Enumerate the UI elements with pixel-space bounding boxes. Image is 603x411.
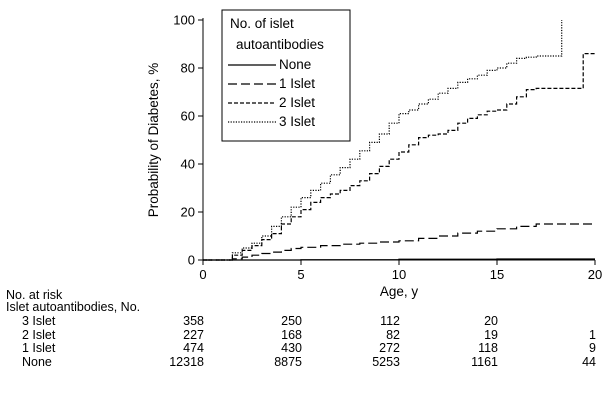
series-line-2-islet xyxy=(203,53,595,261)
series-line-none xyxy=(203,258,595,261)
y-tick-label: 40 xyxy=(181,157,195,172)
y-tick-label: 80 xyxy=(181,61,195,76)
risk-cell: 430 xyxy=(281,341,302,355)
curves xyxy=(203,20,595,261)
risk-cell: 1161 xyxy=(471,354,498,369)
y-tick-label: 20 xyxy=(181,205,195,220)
risk-header-2: Islet autoantibodies, No. xyxy=(6,300,141,314)
axes: 0 5 10 15 20 0 20 40 60 80 100 Age, y Probability of… xyxy=(146,13,602,300)
legend-entry: 3 Islet xyxy=(279,114,315,129)
x-axis-label: Age, y xyxy=(380,284,419,299)
legend-entry: 2 Islet xyxy=(279,95,315,110)
km-chart: 0 5 10 15 20 0 20 40 60 80 100 Age, y Probability of… xyxy=(146,9,602,300)
risk-cell: 1 xyxy=(589,327,596,342)
legend-box xyxy=(221,9,351,142)
risk-cell: 112 xyxy=(380,314,400,328)
risk-cell: 272 xyxy=(379,341,400,355)
series-line-1-islet xyxy=(203,223,595,261)
risk-cell: 227 xyxy=(183,327,204,342)
risk-cell: 44 xyxy=(582,354,596,369)
risk-row-label: 3 Islet xyxy=(22,314,56,328)
y-tick-label: 100 xyxy=(173,13,195,28)
risk-cell: 474 xyxy=(183,341,204,355)
x-tick-label: 20 xyxy=(588,267,602,282)
x-tick-label: 10 xyxy=(392,267,406,282)
y-tick-label: 0 xyxy=(188,253,195,268)
risk-cell: 20 xyxy=(484,314,498,328)
risk-cell: 9 xyxy=(589,341,596,355)
risk-cell: 12318 xyxy=(169,354,204,369)
legend-entry: None xyxy=(279,57,311,72)
risk-cell: 5253 xyxy=(372,354,400,369)
risk-row-label: None xyxy=(22,354,52,369)
legend-title: No. of islet xyxy=(230,16,294,31)
y-axis-label: Probability of Diabetes, % xyxy=(146,63,161,218)
y-tick-label: 60 xyxy=(181,109,195,124)
x-tick-label: 5 xyxy=(297,267,304,282)
risk-row-label: 1 Islet xyxy=(22,341,56,355)
risk-cell: 118 xyxy=(478,341,498,355)
legend-title: autoantibodies xyxy=(236,37,324,52)
legend: No. of islet autoantibodies None 1 Islet 2 I… xyxy=(221,9,351,142)
risk-cell: 250 xyxy=(281,314,302,328)
legend-entry: 1 Islet xyxy=(279,76,315,91)
risk-cell: 19 xyxy=(484,327,498,342)
risk-header-1: No. at risk xyxy=(6,288,63,302)
risk-cell: 358 xyxy=(183,314,204,328)
risk-cell: 82 xyxy=(386,327,400,342)
x-tick-label: 0 xyxy=(199,267,206,282)
risk-cell: 8875 xyxy=(274,354,302,369)
x-tick-label: 15 xyxy=(490,267,504,282)
risk-row-label: 2 Islet xyxy=(22,327,56,342)
risk-cell: 168 xyxy=(281,327,302,342)
series-line-3-islet xyxy=(203,20,563,261)
